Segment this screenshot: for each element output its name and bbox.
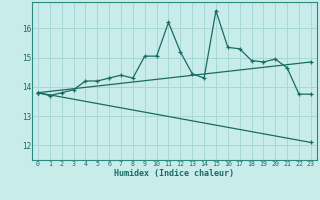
X-axis label: Humidex (Indice chaleur): Humidex (Indice chaleur) bbox=[115, 169, 234, 178]
